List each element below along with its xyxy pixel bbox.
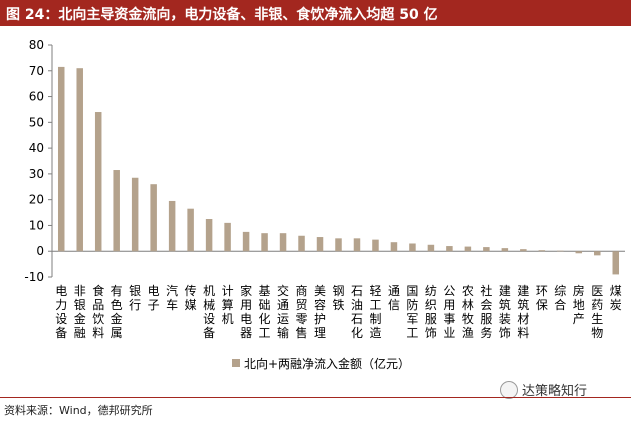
x-tick-label: 机械设备 <box>203 284 215 340</box>
legend-swatch <box>232 359 240 367</box>
x-tick-label: 农林牧渔 <box>462 284 474 340</box>
bar <box>612 251 620 275</box>
bar <box>316 237 324 252</box>
x-tick-label: 环保 <box>536 284 548 312</box>
x-tick-label: 公用事业 <box>443 284 455 340</box>
y-tick-label: 30 <box>29 167 44 181</box>
bar-chart: -10 0 10 20 30 40 50 60 70 80 电力设备非银金融食品饮料有色金属银行电子… <box>24 38 625 371</box>
x-tick-label: 商贸零售 <box>296 283 308 340</box>
bar <box>372 239 379 252</box>
x-tick-label: 电力设备 <box>55 284 67 340</box>
bar <box>113 170 120 252</box>
bar <box>594 251 601 256</box>
figure-title: 图 24：北向主导资金流向，电力设备、非银、食饮净流入均超 50 亿 <box>6 7 438 23</box>
y-tick-label: 20 <box>29 193 44 207</box>
x-tick-label: 电子 <box>148 284 160 312</box>
x-tick-label: 银行 <box>129 284 141 312</box>
x-tick-label: 非银金融 <box>74 284 86 340</box>
x-tick-label: 社会服务 <box>480 283 492 340</box>
wechat-logo-icon <box>500 380 518 399</box>
x-tick-label: 煤炭 <box>610 284 622 312</box>
bar <box>501 248 509 252</box>
x-tick-label: 家用电器 <box>240 283 252 340</box>
x-tick-label: 建筑材料 <box>517 284 529 340</box>
bar <box>446 246 453 252</box>
bar <box>131 177 139 252</box>
bar <box>76 68 83 252</box>
x-tick-label: 房地产 <box>573 283 585 326</box>
x-tick-label: 建筑装饰 <box>499 284 511 340</box>
bar <box>557 250 564 252</box>
watermark: 达策略知行 <box>500 380 587 399</box>
x-tick-label: 传媒 <box>185 283 197 312</box>
x-tick-label: 综合 <box>554 284 566 312</box>
y-tick-label: 70 <box>29 64 44 78</box>
bar <box>168 200 176 252</box>
x-tick-label: 石油石化 <box>351 284 363 340</box>
bar <box>427 244 435 252</box>
x-tick-label: 国防军工 <box>406 284 418 340</box>
bar <box>261 233 268 252</box>
bar <box>242 231 250 252</box>
x-tick-label: 美容护理 <box>314 284 326 340</box>
x-tick-label: 钢铁 <box>332 284 344 312</box>
x-tick-label: 医药生物 <box>591 284 603 340</box>
y-tick-label: -10 <box>24 270 44 284</box>
x-tick-label: 轻工制造 <box>369 284 381 340</box>
bar <box>150 184 157 252</box>
bar <box>390 242 398 252</box>
source-note: 资料来源：Wind，德邦研究所 <box>4 404 153 417</box>
watermark-text: 达策略知行 <box>522 384 588 399</box>
bar <box>409 243 416 252</box>
x-tick-label: 交通运输 <box>277 283 289 340</box>
bar <box>279 233 287 252</box>
bar <box>57 66 65 252</box>
x-tick-label: 汽车 <box>166 283 178 312</box>
x-tick-label: 有色金属 <box>111 284 123 340</box>
x-tick-label: 纺织服饰 <box>425 284 437 340</box>
bar <box>298 235 305 252</box>
x-tick-label: 计算机 <box>222 284 234 326</box>
title-bar: 图 24：北向主导资金流向，电力设备、非银、食饮净流入均超 50 亿 <box>0 0 631 26</box>
footer-divider <box>0 397 631 398</box>
x-tick-label: 通信 <box>388 284 400 312</box>
y-tick-label: 10 <box>29 218 44 232</box>
bar <box>187 208 194 252</box>
bar <box>483 247 490 252</box>
bar <box>464 246 472 252</box>
y-tick-label: 60 <box>29 90 44 104</box>
bar <box>520 249 527 252</box>
x-tick-label: 食品饮料 <box>92 283 104 340</box>
bar <box>353 238 361 252</box>
bar <box>205 219 213 252</box>
legend-label: 北向+两融净流入金额（亿元） <box>244 356 410 371</box>
y-tick-label: 40 <box>29 141 44 155</box>
y-tick-label: 0 <box>36 244 44 258</box>
bar <box>335 238 342 252</box>
bar <box>224 222 231 252</box>
bar <box>575 251 583 254</box>
bar <box>94 112 102 252</box>
x-tick-label: 基础化工 <box>259 284 271 340</box>
bar <box>538 250 546 252</box>
y-tick-label: 50 <box>29 115 44 129</box>
y-tick-label: 80 <box>29 38 44 52</box>
